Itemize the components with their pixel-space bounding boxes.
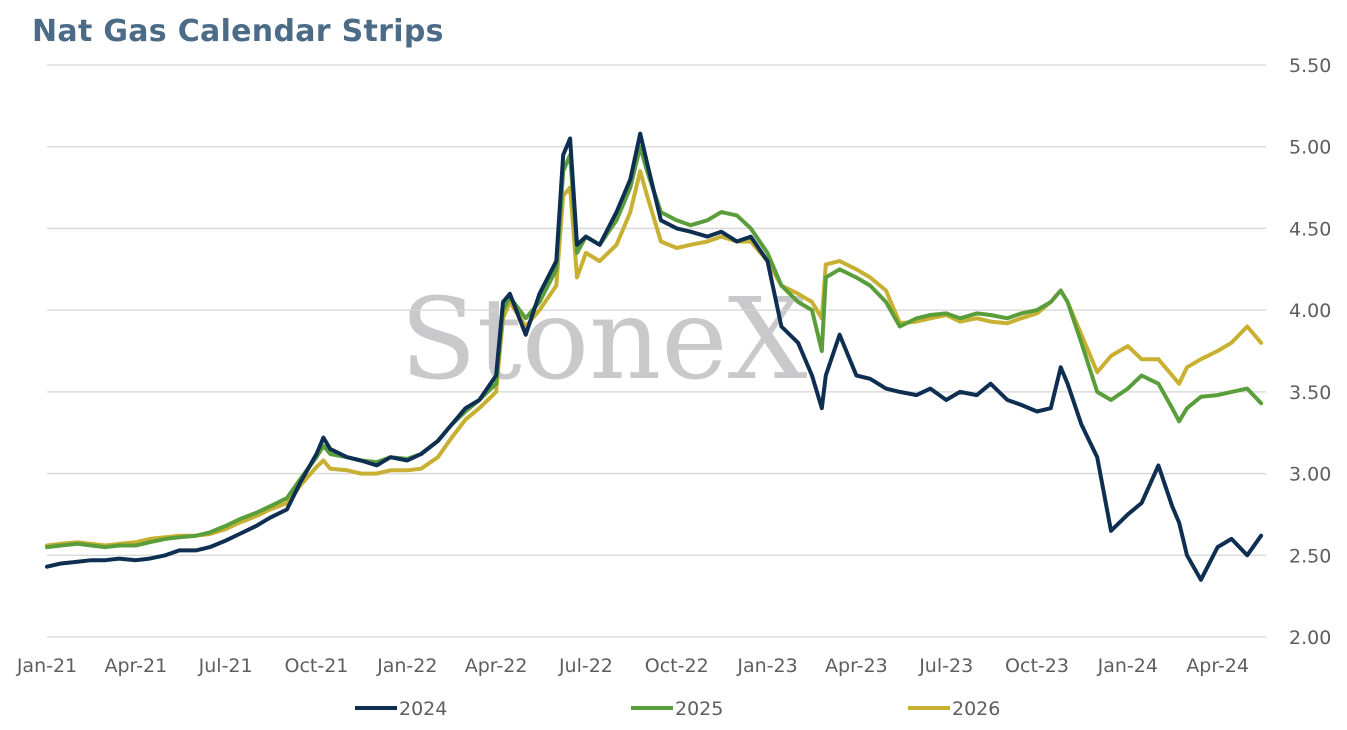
series-lines	[45, 131, 1264, 582]
series-line-2024	[45, 131, 1264, 582]
y-tick-label: 3.00	[1289, 464, 1331, 486]
watermark-text: StoneX	[400, 275, 808, 405]
x-tick-label: Jul-22	[558, 655, 613, 677]
y-axis: 2.00 2.50 3.00 3.50 4.00 4.50 5.00 5.50	[1289, 55, 1331, 649]
x-axis: Jan-21 Apr-21 Jul-21 Oct-21 Jan-22 Apr-22 Jul-…	[16, 655, 1249, 677]
x-tick-label: Jan-21	[16, 655, 77, 677]
x-tick-label: Jul-21	[198, 655, 253, 677]
x-tick-label: Jul-23	[918, 655, 973, 677]
x-tick-label: Apr-23	[825, 655, 888, 677]
y-tick-label: 5.50	[1289, 55, 1331, 77]
series-line-2025	[45, 144, 1264, 550]
y-tick-label: 4.00	[1289, 300, 1331, 322]
x-tick-label: Apr-21	[104, 655, 167, 677]
x-tick-label: Oct-22	[645, 655, 709, 677]
legend-label-2025: 2025	[675, 698, 723, 720]
x-tick-label: Oct-21	[285, 655, 349, 677]
x-tick-label: Apr-22	[465, 655, 528, 677]
chart-title: Nat Gas Calendar Strips	[32, 14, 444, 49]
legend-label-2026: 2026	[952, 698, 1000, 720]
x-tick-label: Apr-24	[1186, 655, 1249, 677]
x-tick-label: Jan-22	[376, 655, 437, 677]
legend: 2024 2025 2026	[355, 698, 1000, 720]
y-tick-label: 2.00	[1289, 627, 1331, 649]
x-tick-label: Jan-24	[1097, 655, 1158, 677]
x-tick-label: Oct-23	[1005, 655, 1069, 677]
y-tick-label: 2.50	[1289, 545, 1331, 567]
y-tick-label: 3.50	[1289, 382, 1331, 404]
x-tick-label: Jan-23	[736, 655, 797, 677]
legend-label-2024: 2024	[399, 698, 447, 720]
y-tick-label: 5.00	[1289, 137, 1331, 159]
y-tick-label: 4.50	[1289, 218, 1331, 240]
